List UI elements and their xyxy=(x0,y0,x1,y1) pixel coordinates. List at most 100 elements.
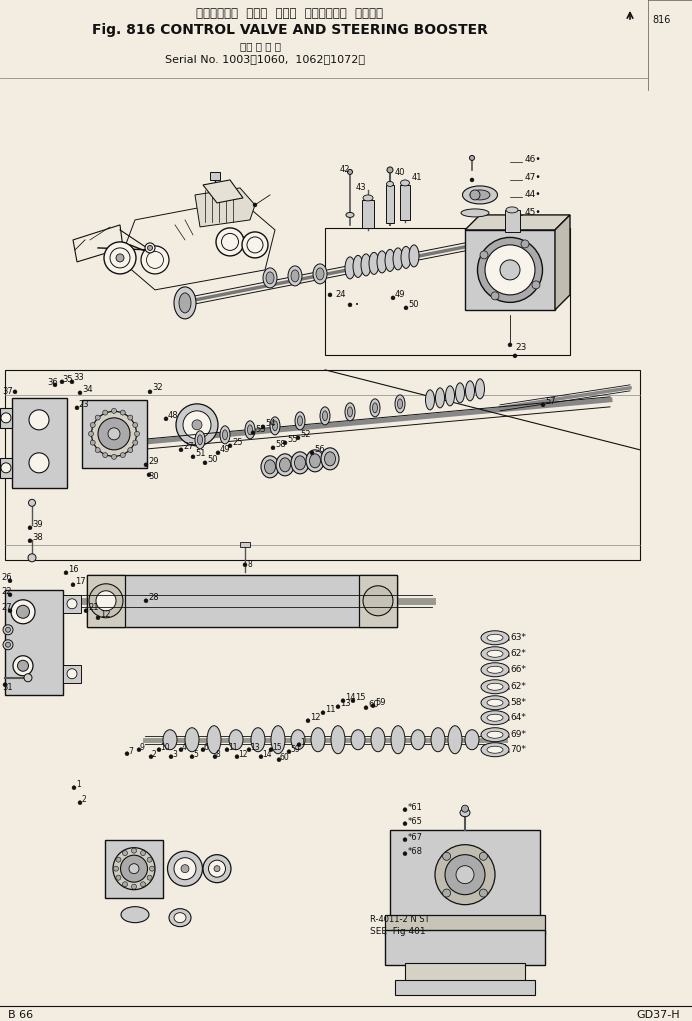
Text: 11: 11 xyxy=(325,706,336,715)
Ellipse shape xyxy=(264,459,275,474)
Ellipse shape xyxy=(460,809,470,817)
Ellipse shape xyxy=(6,627,10,632)
Ellipse shape xyxy=(6,642,10,647)
Ellipse shape xyxy=(102,410,108,416)
Ellipse shape xyxy=(481,742,509,757)
Ellipse shape xyxy=(320,406,330,425)
Ellipse shape xyxy=(291,452,309,474)
Text: SEE  Fig 401: SEE Fig 401 xyxy=(370,927,426,936)
Ellipse shape xyxy=(487,667,503,673)
Text: 7: 7 xyxy=(128,747,133,757)
Text: 39: 39 xyxy=(32,521,43,529)
Circle shape xyxy=(191,454,195,458)
Ellipse shape xyxy=(214,866,220,872)
Ellipse shape xyxy=(147,251,163,269)
Ellipse shape xyxy=(174,913,186,923)
Polygon shape xyxy=(555,214,570,310)
Circle shape xyxy=(216,451,220,454)
Ellipse shape xyxy=(90,440,95,445)
Text: 32: 32 xyxy=(152,383,163,392)
Text: 42: 42 xyxy=(340,165,351,175)
Ellipse shape xyxy=(377,251,387,273)
Ellipse shape xyxy=(481,680,509,693)
Ellipse shape xyxy=(242,232,268,258)
Text: 12: 12 xyxy=(238,750,248,760)
Ellipse shape xyxy=(347,169,352,175)
Ellipse shape xyxy=(280,457,291,472)
Bar xyxy=(390,830,540,925)
Circle shape xyxy=(3,683,7,687)
Text: 17: 17 xyxy=(75,577,86,586)
Bar xyxy=(362,200,374,228)
Circle shape xyxy=(328,293,332,297)
Ellipse shape xyxy=(435,844,495,905)
Ellipse shape xyxy=(203,855,231,883)
Ellipse shape xyxy=(245,421,255,439)
Text: 23: 23 xyxy=(515,343,527,352)
Ellipse shape xyxy=(221,234,239,250)
Circle shape xyxy=(403,822,407,826)
Ellipse shape xyxy=(28,553,36,562)
Text: 50: 50 xyxy=(408,300,419,309)
Text: 30: 30 xyxy=(148,473,158,481)
Ellipse shape xyxy=(487,634,503,641)
Circle shape xyxy=(1,412,11,423)
Text: B 66: B 66 xyxy=(8,1010,33,1020)
Bar xyxy=(395,979,535,994)
Text: 26: 26 xyxy=(1,573,12,582)
Ellipse shape xyxy=(17,605,30,619)
Circle shape xyxy=(306,719,310,723)
Ellipse shape xyxy=(163,730,177,749)
Circle shape xyxy=(261,425,265,429)
Ellipse shape xyxy=(147,858,152,862)
Text: 12: 12 xyxy=(310,714,320,722)
Ellipse shape xyxy=(309,453,320,468)
Circle shape xyxy=(179,448,183,452)
Circle shape xyxy=(310,451,314,454)
Text: 27: 27 xyxy=(183,442,194,451)
Polygon shape xyxy=(12,398,67,488)
Ellipse shape xyxy=(461,209,489,216)
Text: 62*: 62* xyxy=(510,682,526,691)
Circle shape xyxy=(508,343,512,347)
Ellipse shape xyxy=(122,850,127,856)
Ellipse shape xyxy=(475,379,484,399)
Circle shape xyxy=(480,251,488,259)
Text: *68: *68 xyxy=(408,847,423,857)
Ellipse shape xyxy=(456,866,474,883)
Ellipse shape xyxy=(321,448,339,470)
Circle shape xyxy=(201,747,205,751)
Ellipse shape xyxy=(291,270,299,282)
Ellipse shape xyxy=(351,730,365,749)
Text: 53: 53 xyxy=(255,426,266,434)
Text: 11: 11 xyxy=(228,743,237,752)
Circle shape xyxy=(144,463,148,467)
Ellipse shape xyxy=(346,212,354,217)
Circle shape xyxy=(443,853,450,861)
Ellipse shape xyxy=(469,155,475,160)
Text: 21: 21 xyxy=(88,603,98,613)
Circle shape xyxy=(271,446,275,450)
Text: 25: 25 xyxy=(232,438,242,447)
Text: 37: 37 xyxy=(2,387,12,396)
Ellipse shape xyxy=(174,287,196,319)
Circle shape xyxy=(28,526,32,530)
Ellipse shape xyxy=(185,728,199,751)
Ellipse shape xyxy=(387,167,393,173)
Text: GD37-H: GD37-H xyxy=(637,1010,680,1020)
Ellipse shape xyxy=(141,246,169,274)
Ellipse shape xyxy=(247,237,263,253)
Text: *67: *67 xyxy=(408,833,423,842)
Ellipse shape xyxy=(169,909,191,927)
Ellipse shape xyxy=(111,454,116,459)
Ellipse shape xyxy=(120,452,125,457)
Ellipse shape xyxy=(179,293,191,312)
Ellipse shape xyxy=(295,455,305,470)
Circle shape xyxy=(336,704,340,709)
Ellipse shape xyxy=(248,425,253,435)
Text: 10: 10 xyxy=(160,743,170,752)
Text: R-4011-2 N ST: R-4011-2 N ST xyxy=(370,915,430,924)
Text: 58: 58 xyxy=(275,440,286,449)
Circle shape xyxy=(532,281,540,289)
Circle shape xyxy=(403,837,407,841)
